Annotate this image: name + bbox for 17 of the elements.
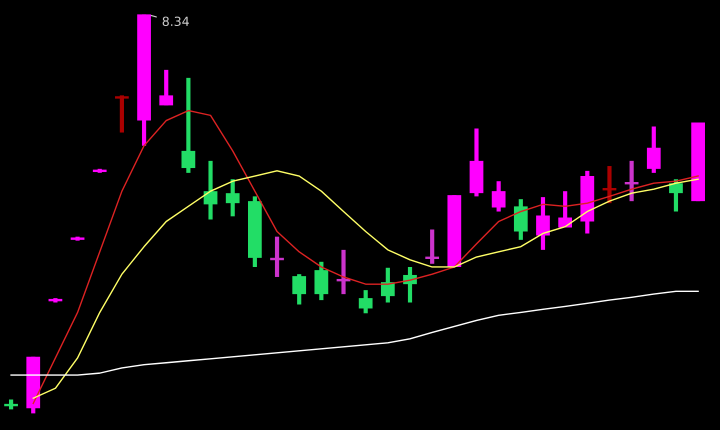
candlestick	[314, 262, 328, 300]
candlestick	[292, 274, 306, 304]
candlestick	[182, 78, 196, 173]
candlestick	[159, 70, 174, 106]
candlestick	[336, 250, 350, 294]
candlestick	[492, 181, 506, 212]
candlestick	[358, 290, 373, 314]
candlestick	[226, 179, 240, 216]
candlestick	[624, 160, 638, 202]
candlestick	[602, 166, 616, 204]
candlestick	[204, 160, 218, 220]
annotation: 8.34	[162, 16, 189, 26]
candlestick	[425, 229, 440, 264]
candlestick	[536, 197, 550, 250]
candlestick	[669, 179, 683, 212]
candlestick	[646, 126, 661, 173]
candlestick	[115, 95, 129, 133]
